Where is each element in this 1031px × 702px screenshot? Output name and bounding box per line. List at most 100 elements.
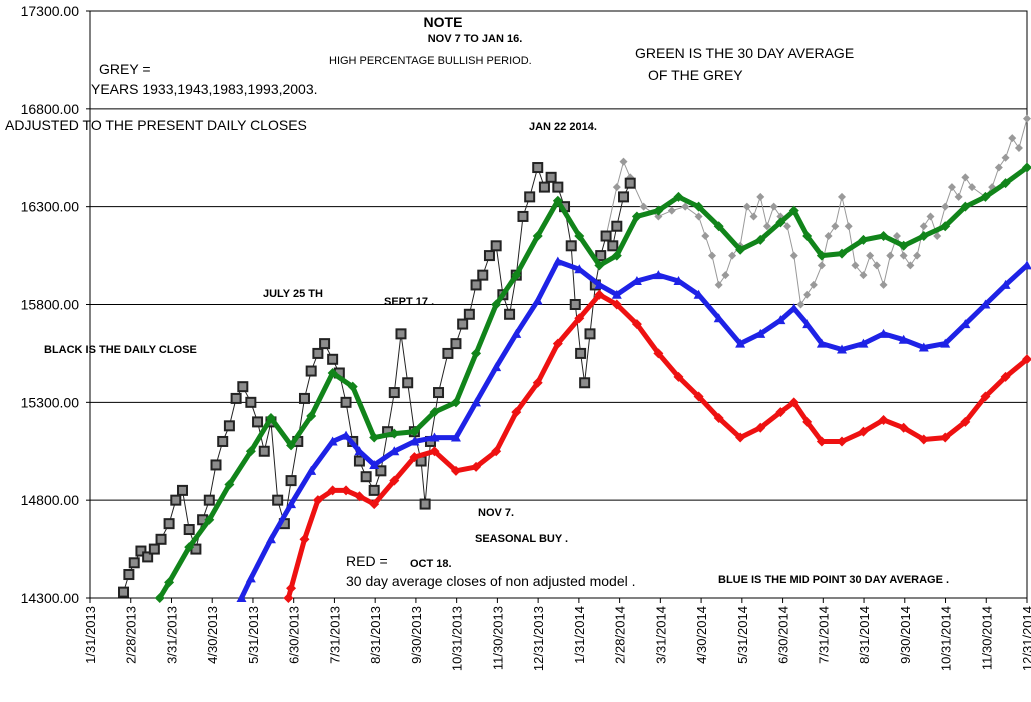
- green-point: [816, 250, 827, 261]
- blue-point: [574, 264, 585, 274]
- blue-point: [735, 338, 746, 348]
- black-point: [419, 498, 431, 510]
- red-point: [1000, 371, 1011, 382]
- grey-point: [933, 232, 942, 241]
- black-point: [258, 445, 270, 457]
- red-point: [574, 313, 585, 324]
- red-point: [552, 338, 563, 349]
- y-tick-label: 16800.00: [21, 101, 80, 117]
- blue-point: [713, 313, 724, 323]
- grey-point: [749, 212, 758, 221]
- blue-point: [429, 432, 440, 442]
- black-point: [353, 455, 365, 467]
- black-point: [595, 250, 607, 262]
- blue-point: [631, 276, 642, 286]
- black-point: [579, 377, 591, 389]
- red-point: [980, 391, 991, 402]
- grey-point: [707, 251, 716, 260]
- red-point: [611, 299, 622, 310]
- black-point: [624, 177, 636, 189]
- blue-point: [980, 299, 991, 309]
- grey-point: [769, 202, 778, 211]
- red-point: [1022, 354, 1031, 365]
- black-point: [210, 459, 222, 471]
- blue-point: [788, 303, 799, 313]
- black-point: [607, 240, 619, 252]
- red-point: [673, 371, 684, 382]
- black-series: [118, 162, 636, 598]
- green-point: [837, 248, 848, 259]
- y-tick-label: 15800.00: [21, 297, 80, 313]
- red-point: [511, 407, 522, 418]
- x-tick-label: 12/31/2013: [531, 606, 546, 671]
- black-point: [203, 494, 215, 506]
- black-point: [538, 181, 550, 193]
- green-point: [306, 411, 317, 422]
- grid-layer: [89, 10, 1028, 599]
- x-tick-label: 9/30/2014: [898, 606, 913, 664]
- grey-point: [872, 261, 881, 270]
- red-point: [802, 416, 813, 427]
- green-point: [802, 231, 813, 242]
- grey-point: [789, 251, 798, 260]
- green-point: [409, 426, 420, 437]
- black-point: [230, 392, 242, 404]
- x-tick-label: 11/30/2014: [979, 606, 994, 670]
- green-point: [532, 231, 543, 242]
- grey-point: [961, 173, 970, 182]
- x-tick-label: 10/31/2014: [939, 606, 954, 671]
- blue-point: [511, 328, 522, 338]
- grey-point: [913, 251, 922, 260]
- red-point: [429, 446, 440, 457]
- red-point: [940, 432, 951, 443]
- grey-point: [906, 261, 915, 270]
- green-point: [755, 234, 766, 245]
- green-point: [491, 299, 502, 310]
- black-point: [490, 240, 502, 252]
- y-tick-label: 16300.00: [21, 199, 80, 215]
- green-point: [594, 260, 605, 271]
- grey-point: [851, 261, 860, 270]
- blue-point: [306, 465, 317, 475]
- x-tick-label: 11/30/2013: [490, 606, 505, 670]
- grey-point: [762, 222, 771, 231]
- black-point: [600, 230, 612, 242]
- annotation-adjusted: ADJUSTED TO THE PRESENT DAILY CLOSES: [5, 117, 307, 133]
- black-point: [217, 435, 229, 447]
- green-point: [286, 440, 297, 451]
- green-series: [154, 162, 1031, 603]
- x-tick-label: 5/31/2013: [246, 606, 261, 664]
- annotation-thirty_day: 30 day average closes of non adjusted mo…: [346, 573, 636, 589]
- blue-point: [471, 397, 482, 407]
- black-point: [312, 347, 324, 359]
- series-layer: [118, 114, 1031, 603]
- red-point: [286, 583, 297, 594]
- black-point: [457, 318, 469, 330]
- grey-point: [654, 212, 663, 221]
- grey-point: [892, 232, 901, 241]
- blue-point: [1022, 260, 1031, 270]
- blue-point: [532, 295, 543, 305]
- green-point: [960, 201, 971, 212]
- black-point: [252, 416, 264, 428]
- black-point: [477, 269, 489, 281]
- x-tick-label: 4/30/2014: [694, 606, 709, 664]
- green-point: [788, 205, 799, 216]
- blue-point: [960, 319, 971, 329]
- grey-point: [701, 232, 710, 241]
- red-point: [369, 499, 380, 510]
- red-point: [409, 452, 420, 463]
- green-point: [347, 381, 358, 392]
- blue-point: [354, 446, 365, 456]
- red-point: [713, 412, 724, 423]
- black-point: [272, 494, 284, 506]
- red-point: [788, 397, 799, 408]
- green-point: [898, 240, 909, 251]
- green-point: [858, 234, 869, 245]
- annotation-of_grey: OF THE GREY: [648, 67, 743, 83]
- grey-point: [809, 280, 818, 289]
- red-point: [693, 391, 704, 402]
- blue-point: [611, 289, 622, 299]
- blue-point: [802, 319, 813, 329]
- black-point: [552, 181, 564, 193]
